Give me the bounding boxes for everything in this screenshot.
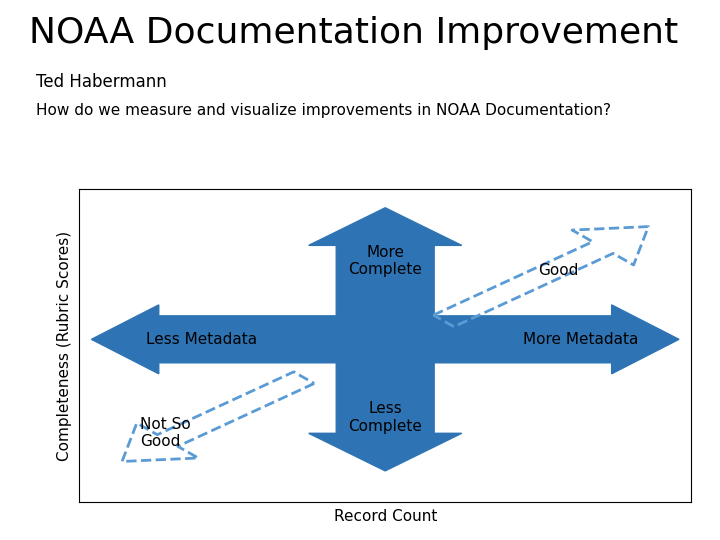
Text: Less Metadata: Less Metadata [146, 332, 257, 347]
Text: More
Complete: More Complete [348, 245, 422, 277]
Text: How do we measure and visualize improvements in NOAA Documentation?: How do we measure and visualize improvem… [36, 103, 611, 118]
Y-axis label: Completeness (Rubric Scores): Completeness (Rubric Scores) [58, 231, 72, 461]
FancyArrow shape [91, 305, 385, 374]
FancyArrow shape [309, 208, 462, 339]
Text: Not So
Good: Not So Good [140, 417, 191, 449]
Text: NOAA Documentation Improvement: NOAA Documentation Improvement [29, 16, 678, 50]
Text: More Metadata: More Metadata [523, 332, 639, 347]
Text: Less
Complete: Less Complete [348, 401, 422, 434]
Text: Good: Good [538, 263, 579, 278]
FancyArrow shape [385, 305, 679, 374]
X-axis label: Record Count: Record Count [333, 509, 437, 524]
FancyArrow shape [309, 339, 462, 471]
Text: Ted Habermann: Ted Habermann [36, 73, 167, 91]
